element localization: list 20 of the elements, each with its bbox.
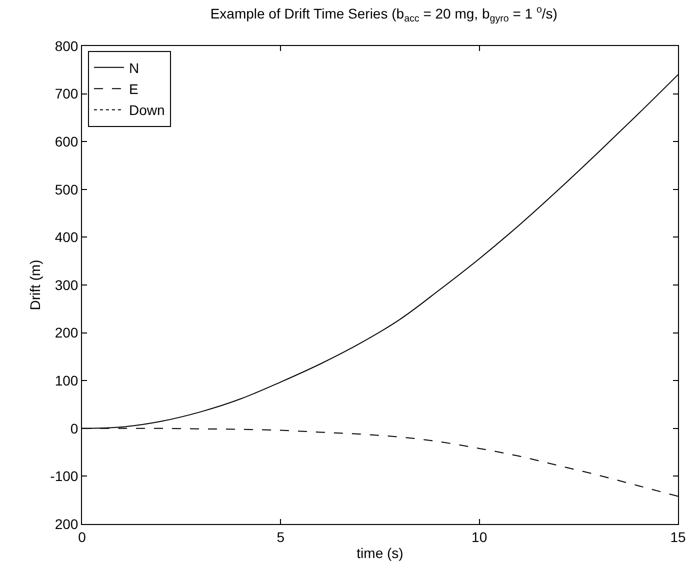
x-axis-title: time (s): [356, 545, 404, 562]
y-tick-label: -100: [50, 468, 78, 484]
y-tick-label: 700: [54, 86, 78, 102]
y-tick-label: 600: [54, 134, 78, 150]
legend-label: Down: [128, 102, 165, 118]
chart-title: Example of Drift Time Series (b$_{acc}$ = 20 mg, b$_{gyro}$ = 1 $^{o}$/s): [210, 4, 558, 24]
y-axis-title: Drift (m): [26, 260, 43, 310]
legend-label: N: [128, 60, 140, 76]
x-tick-label: 5: [276, 528, 285, 545]
y-tick-label: 200: [54, 324, 78, 341]
y-tick-label: 200: [54, 516, 78, 532]
y-tick-label: 500: [54, 181, 78, 198]
y-tick-label: 100: [54, 372, 78, 388]
y-tick-label: 800: [54, 38, 78, 54]
x-tick-label: 15: [670, 528, 686, 545]
x-tick-label: 10: [472, 528, 488, 545]
y-tick-label: 300: [54, 276, 78, 293]
legend-label: E: [128, 81, 138, 98]
y-tick-label: 400: [54, 229, 78, 246]
y-tick-label: 0: [70, 420, 78, 436]
